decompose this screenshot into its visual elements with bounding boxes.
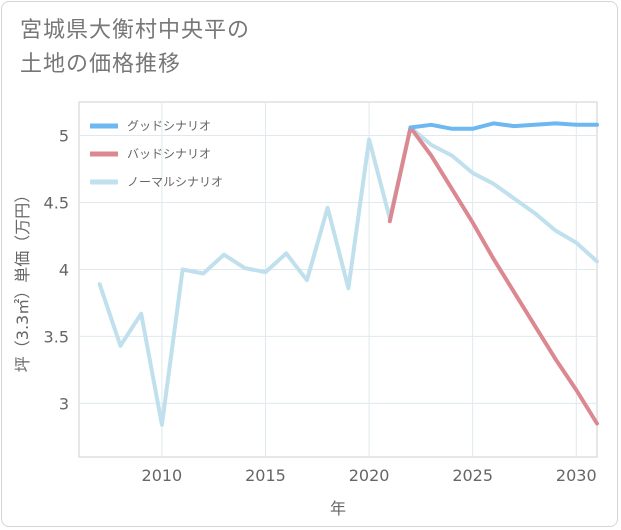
x-gridlines [161,102,577,457]
series-lines [97,121,599,427]
chart-title-line-1: 宮城県大衡村中央平の [20,18,251,43]
y-tick-4: 4 [59,260,69,279]
series-line-2 [97,125,599,427]
y-gridlines [79,134,597,404]
y-tick-5: 5 [59,126,69,145]
legend-label-0: グッドシナリオ [127,119,211,133]
y-tick-labels: 3 3.5 4 4.5 5 [44,126,69,413]
x-tick-2015: 2015 [245,466,286,485]
y-tick-4-5: 4.5 [44,193,69,212]
legend-label-2: ノーマルシナリオ [127,175,223,189]
x-tick-2020: 2020 [349,466,390,485]
series-line-0 [408,121,599,131]
series-line-1 [387,125,599,426]
x-tick-2030: 2030 [556,466,597,485]
legend-label-1: バッドシナリオ [127,147,211,161]
y-tick-3: 3 [59,394,69,413]
x-tick-labels: 2010 2015 2020 2025 2030 [142,466,597,485]
chart-title: 宮城県大衡村中央平の 土地の価格推移 [20,14,250,82]
y-axis-label: 坪（3.3㎡）単価（万円） [13,187,32,372]
chart-title-line-2: 土地の価格推移 [20,52,182,77]
y-tick-3-5: 3.5 [44,327,69,346]
x-axis-label: 年 [330,499,346,518]
x-tick-2010: 2010 [142,466,183,485]
x-tick-2025: 2025 [452,466,493,485]
